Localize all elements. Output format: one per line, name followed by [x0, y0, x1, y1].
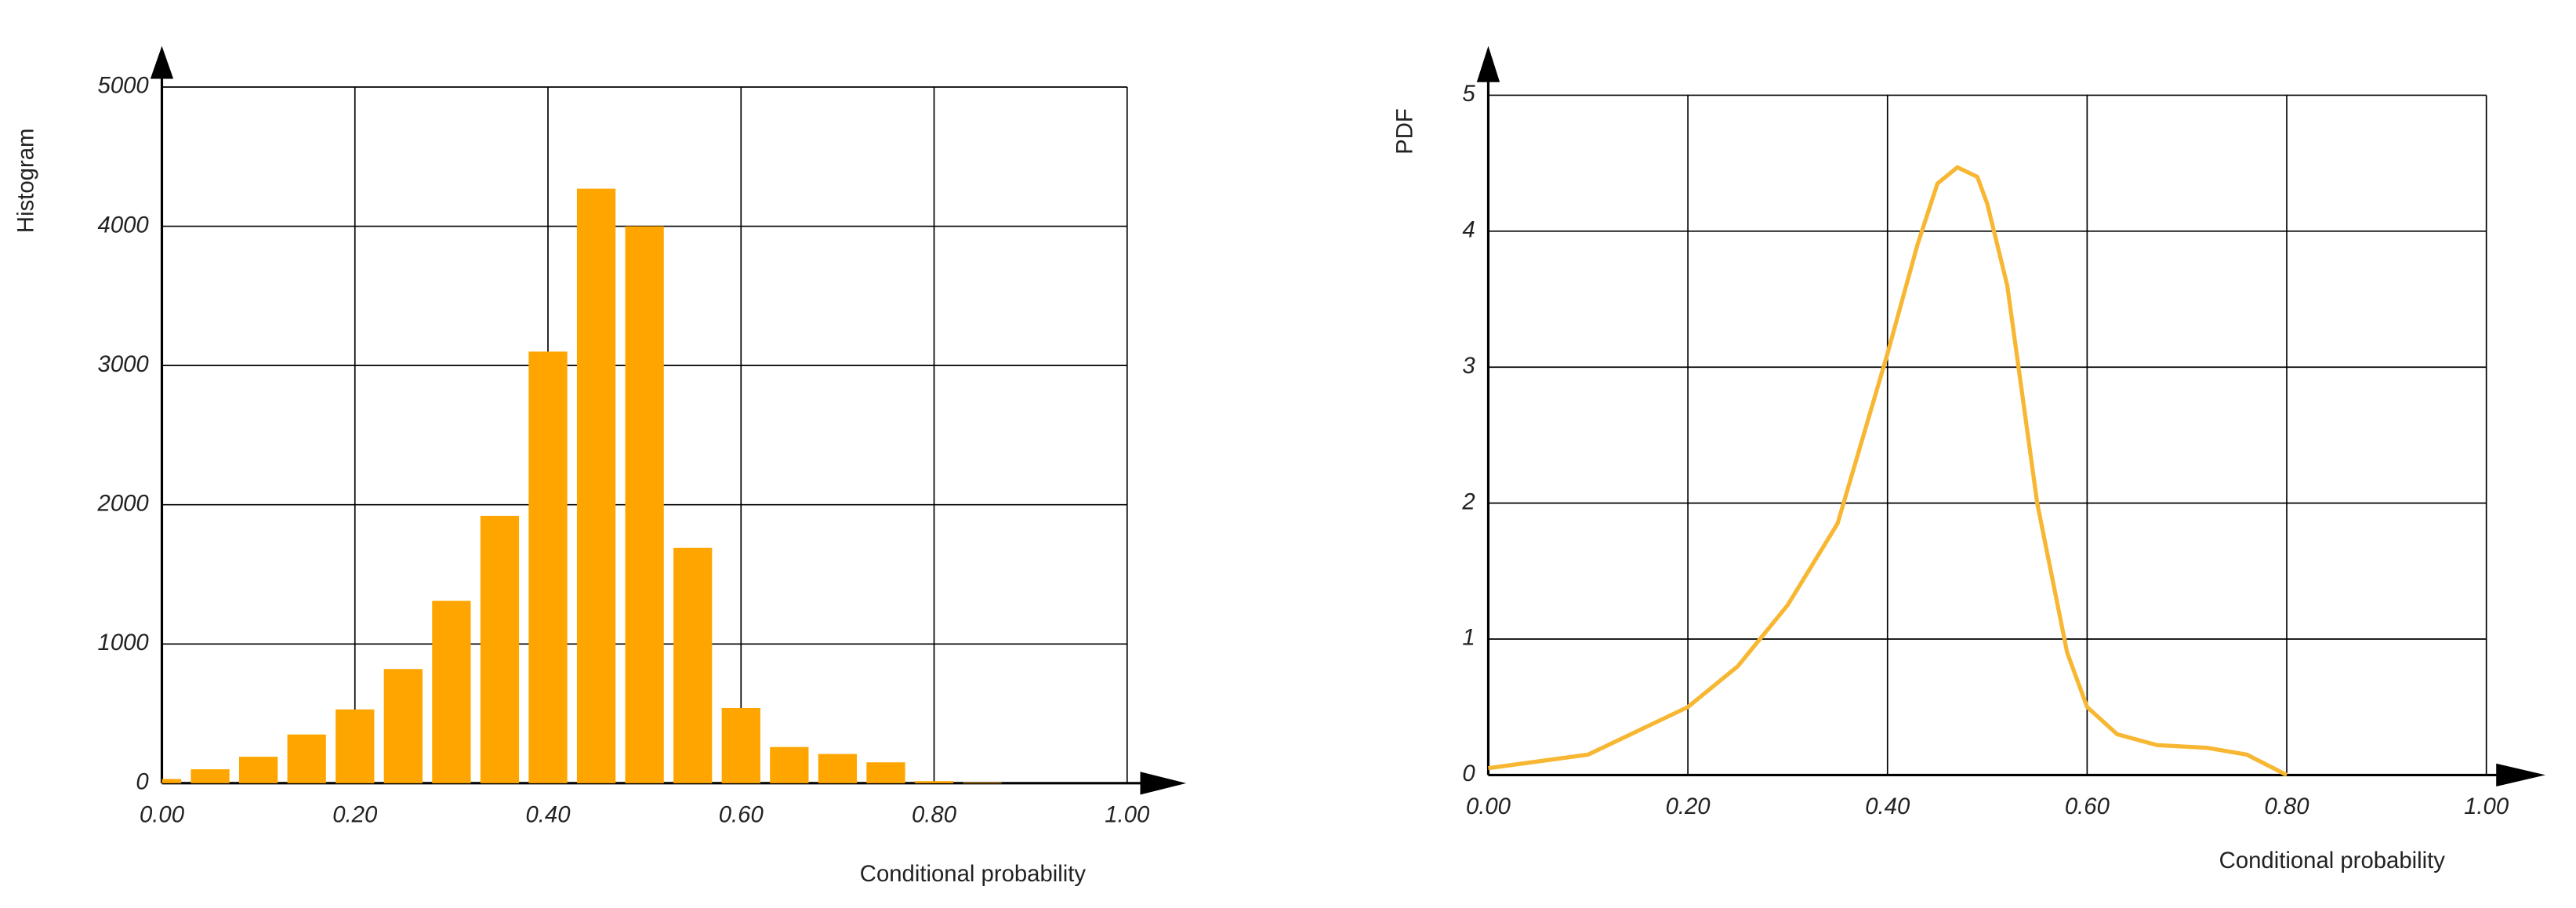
bar	[528, 351, 568, 783]
bar	[336, 709, 375, 783]
y-axis-label: PDF	[1392, 108, 1418, 154]
x-tick-label: 1.00	[1105, 801, 1150, 827]
bar	[770, 746, 809, 783]
bar	[190, 769, 230, 783]
bar	[866, 762, 905, 783]
bar	[576, 188, 616, 783]
x-tick-label: 0.20	[332, 801, 378, 827]
y-tick-label: 4000	[98, 212, 150, 238]
y-tick-label: 2000	[97, 490, 150, 516]
bar	[161, 779, 182, 783]
y-tick-label: 2	[1461, 489, 1475, 514]
bar	[383, 669, 423, 783]
x-axis-label: Conditional probability	[860, 861, 1087, 887]
x-tick-label: 0.80	[912, 801, 957, 827]
y-tick-label: 0	[136, 769, 149, 795]
pdf-line	[1488, 165, 2288, 777]
y-tick-label: 4	[1462, 217, 1475, 243]
x-tick-label: 0.60	[719, 801, 764, 827]
bar	[480, 515, 520, 783]
bar	[432, 601, 471, 783]
y-tick-label: 5000	[98, 73, 150, 99]
y-axis-label: Histogram	[13, 129, 39, 234]
x-tick-label: 0.00	[1466, 794, 1511, 819]
y-tick-label: 3000	[98, 351, 150, 377]
bar	[914, 781, 954, 783]
bar	[238, 757, 278, 783]
x-tick-label: 0.20	[1666, 794, 1711, 819]
x-tick-label: 0.00	[140, 801, 185, 827]
bar	[287, 734, 326, 783]
x-tick-label: 0.60	[2065, 794, 2110, 819]
y-tick-label: 0	[1462, 761, 1475, 786]
bar	[721, 707, 760, 783]
x-tick-label: 0.40	[1865, 794, 1910, 819]
y-tick-label: 1	[1462, 625, 1475, 651]
bar	[673, 547, 713, 783]
x-tick-label: 0.40	[525, 801, 571, 827]
x-axis-label: Conditional probability	[2219, 848, 2446, 873]
bar	[625, 226, 664, 783]
y-tick-label: 3	[1462, 353, 1475, 379]
x-tick-label: 1.00	[2464, 794, 2509, 819]
y-tick-label: 5	[1462, 81, 1475, 107]
x-tick-label: 0.80	[2264, 794, 2309, 819]
x-axis-arrow	[2496, 763, 2546, 787]
x-axis-arrow	[1140, 772, 1187, 795]
y-tick-label: 1000	[98, 630, 150, 656]
bar	[818, 754, 858, 783]
